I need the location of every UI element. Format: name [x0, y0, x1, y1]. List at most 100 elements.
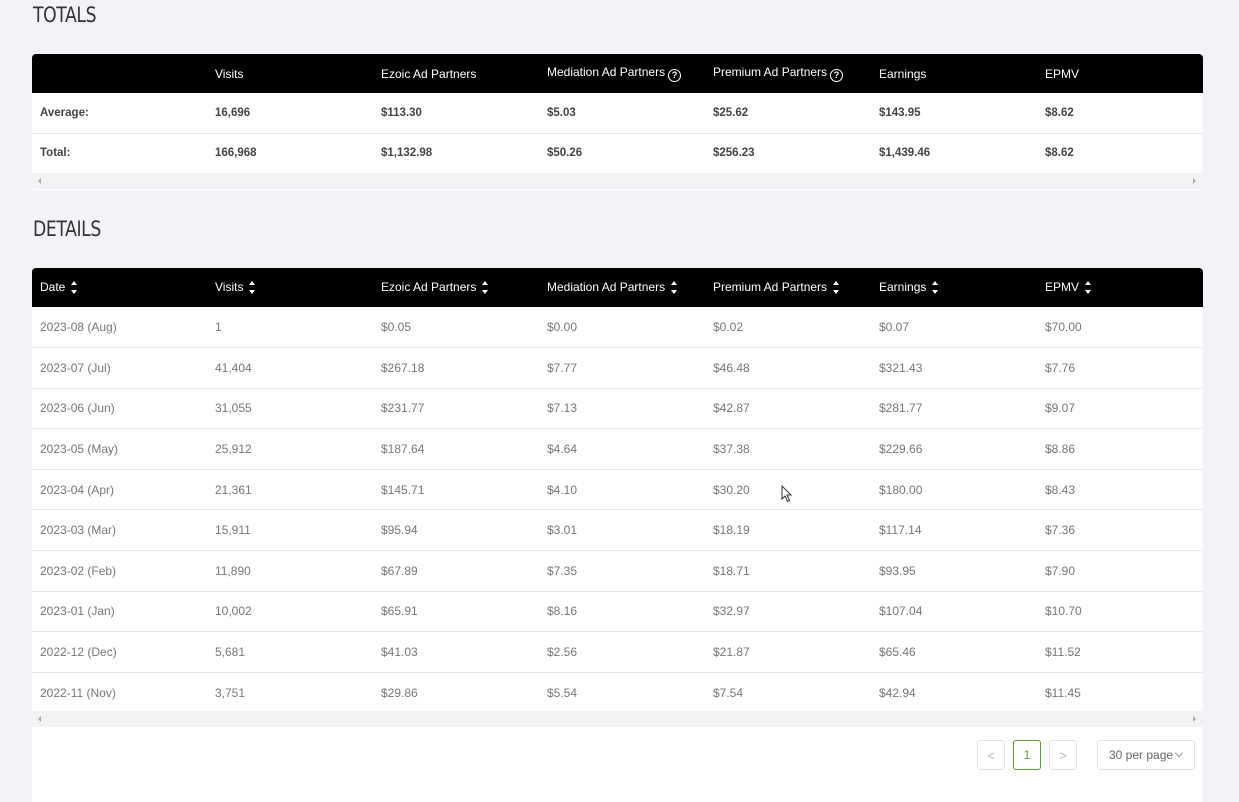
table-cell: $1,439.46 [879, 147, 931, 160]
table-cell: $0.00 [539, 307, 705, 349]
question-circle-icon[interactable]: ? [668, 69, 682, 82]
table-cell: $65.46 [871, 631, 1037, 673]
table-cell: 5,681 [207, 631, 373, 673]
details-title: DETAILS [33, 217, 101, 241]
table-cell: $8.16 [539, 591, 705, 633]
table-row: 2022-12 (Dec) 5,681 $41.03 $2.56 $21.87 $65.4… [32, 631, 1203, 673]
table-row: 2023-05 (May) 25,912 $187.64 $4.64 $37.38 $22… [32, 428, 1203, 470]
table-cell: $93.95 [871, 550, 1037, 592]
scroll-left-icon[interactable] [38, 716, 41, 722]
table-cell: $187.64 [373, 428, 539, 470]
table-cell: 25,912 [207, 428, 373, 470]
table-cell: $7.36 [1037, 509, 1203, 552]
table-cell: $10.70 [1037, 591, 1203, 633]
table-cell: $3.01 [539, 509, 705, 552]
totals-table: Visits Ezoic Ad Partners Mediation Ad Pa… [32, 54, 1203, 173]
table-row: 2022-11 (Nov) 3,751 $29.86 $5.54 $7.54 $42.94… [32, 672, 1203, 714]
mouse-pointer-icon [781, 485, 793, 503]
scroll-left-icon[interactable] [38, 178, 41, 184]
table-cell: 2023-01 (Jan) [32, 591, 207, 633]
table-cell: $180.00 [871, 469, 1037, 511]
scroll-right-icon[interactable] [1193, 178, 1196, 184]
table-cell: 3,751 [207, 672, 373, 714]
table-cell: 2023-04 (Apr) [32, 469, 207, 511]
prev-page-button[interactable]: < [977, 740, 1005, 770]
table-row: 2023-06 (Jun) 31,055 $231.77 $7.13 $42.87 $28… [32, 388, 1203, 430]
sort-icon[interactable] [71, 280, 78, 295]
table-cell: $7.76 [1037, 347, 1203, 389]
per-page-value: 30 per page [1109, 748, 1174, 762]
table-cell: $7.77 [539, 347, 705, 389]
table-row: 2023-02 (Feb) 11,890 $67.89 $7.35 $18.71 $93.… [32, 550, 1203, 592]
table-row: 2023-04 (Apr) 21,361 $145.71 $4.10 $30.20 $18… [32, 469, 1203, 511]
totals-header-mediation: Mediation Ad Partners? [539, 54, 705, 93]
table-cell: $0.05 [373, 307, 539, 349]
table-cell: $1,132.98 [381, 147, 433, 160]
table-cell: $42.87 [705, 388, 871, 430]
totals-header-ezoic: Ezoic Ad Partners [381, 66, 477, 81]
table-cell: $145.71 [373, 469, 539, 511]
table-cell: $256.23 [713, 147, 755, 160]
horizontal-scrollbar[interactable] [32, 711, 1203, 727]
sort-icon[interactable] [482, 280, 489, 295]
table-row: 2023-03 (Mar) 15,911 $95.94 $3.01 $18.19 $117… [32, 509, 1203, 552]
table-cell: $8.62 [1045, 147, 1074, 160]
details-header-ezoic[interactable]: Ezoic Ad Partners [373, 268, 539, 307]
table-cell: $4.64 [539, 428, 705, 470]
table-cell: 10,002 [207, 591, 373, 633]
totals-header-earnings: Earnings [879, 66, 927, 81]
table-cell: $8.43 [1037, 469, 1203, 511]
sort-icon[interactable] [1085, 280, 1092, 295]
table-cell: Total: [40, 147, 71, 160]
table-cell: $41.03 [373, 631, 539, 673]
table-cell: $5.54 [539, 672, 705, 714]
table-cell: 21,361 [207, 469, 373, 511]
pagination: < 1 > 30 per page [969, 740, 1195, 770]
table-cell: 166,968 [215, 147, 257, 160]
question-circle-icon[interactable]: ? [830, 69, 844, 82]
details-header-visits[interactable]: Visits [207, 268, 373, 307]
per-page-select[interactable]: 30 per page [1097, 740, 1195, 770]
horizontal-scrollbar[interactable] [32, 173, 1203, 189]
table-cell: 1 [207, 307, 373, 349]
details-header-epmv[interactable]: EPMV [1037, 268, 1203, 307]
table-cell: $281.77 [871, 388, 1037, 430]
table-cell: $37.38 [705, 428, 871, 470]
table-cell: Average: [32, 93, 207, 134]
details-table-container: Date Visits Ezoic Ad Partners Mediation … [32, 268, 1203, 802]
table-cell: 16,696 [207, 93, 373, 134]
page-1-button[interactable]: 1 [1013, 740, 1041, 770]
details-header-date[interactable]: Date [32, 268, 207, 307]
sort-icon[interactable] [671, 280, 678, 295]
sort-icon[interactable] [249, 280, 256, 295]
table-cell: 2023-05 (May) [32, 428, 207, 470]
table-cell: $7.90 [1037, 550, 1203, 592]
table-cell: $18.19 [705, 509, 871, 552]
table-cell: 2023-02 (Feb) [32, 550, 207, 592]
table-cell: $9.07 [1037, 388, 1203, 430]
details-header-mediation[interactable]: Mediation Ad Partners [539, 268, 705, 307]
table-cell: $25.62 [705, 93, 871, 134]
table-cell: $4.10 [539, 469, 705, 511]
table-cell: $107.04 [871, 591, 1037, 633]
details-header-premium[interactable]: Premium Ad Partners [705, 268, 871, 307]
table-cell: $46.48 [705, 347, 871, 389]
details-header-earnings[interactable]: Earnings [871, 268, 1037, 307]
scroll-right-icon[interactable] [1193, 716, 1196, 722]
table-cell: $95.94 [373, 509, 539, 552]
sort-icon[interactable] [932, 280, 939, 295]
details-table: Date Visits Ezoic Ad Partners Mediation … [32, 268, 1203, 714]
totals-header-label [32, 54, 207, 93]
table-cell: $67.89 [373, 550, 539, 592]
table-cell: $8.86 [1037, 428, 1203, 470]
table-cell: $0.07 [871, 307, 1037, 349]
totals-row-average: Average: 16,696 $113.30 $5.03 $25.62 $14… [32, 93, 1203, 134]
next-page-button[interactable]: > [1049, 740, 1077, 770]
table-cell: $143.95 [871, 93, 1037, 134]
table-cell: $7.54 [705, 672, 871, 714]
table-cell: $231.77 [373, 388, 539, 430]
table-cell: 2023-07 (Jul) [32, 347, 207, 389]
sort-icon[interactable] [833, 280, 840, 295]
table-cell: $267.18 [373, 347, 539, 389]
table-cell: $8.62 [1037, 93, 1203, 134]
